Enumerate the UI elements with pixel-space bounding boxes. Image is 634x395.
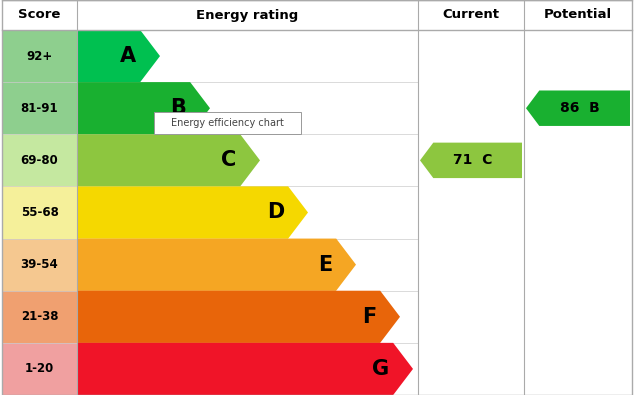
Polygon shape <box>77 82 210 134</box>
Text: Energy rating: Energy rating <box>197 9 299 21</box>
Text: 55-68: 55-68 <box>20 206 58 219</box>
Polygon shape <box>420 143 522 178</box>
Text: E: E <box>318 255 332 275</box>
Polygon shape <box>77 134 260 186</box>
Bar <box>77 343 393 395</box>
Bar <box>2 30 77 82</box>
Bar <box>2 0 632 30</box>
Polygon shape <box>77 186 308 239</box>
Bar <box>2 82 77 134</box>
Text: Score: Score <box>18 9 61 21</box>
Bar <box>77 291 380 343</box>
Bar <box>2 134 77 186</box>
Text: 69-80: 69-80 <box>21 154 58 167</box>
Bar <box>2 239 77 291</box>
Text: D: D <box>267 203 284 222</box>
Bar <box>2 291 77 343</box>
Text: B: B <box>171 98 186 118</box>
Text: G: G <box>372 359 389 379</box>
Bar <box>77 239 336 291</box>
Text: 86  B: 86 B <box>560 101 600 115</box>
Bar <box>77 30 140 82</box>
Polygon shape <box>77 30 160 82</box>
Text: 21-38: 21-38 <box>21 310 58 323</box>
Polygon shape <box>77 239 356 291</box>
Bar <box>77 82 190 134</box>
Text: F: F <box>362 307 376 327</box>
Text: A: A <box>120 46 136 66</box>
Polygon shape <box>77 291 400 343</box>
Text: 71  C: 71 C <box>453 153 493 167</box>
Text: C: C <box>221 150 236 170</box>
Bar <box>2 186 77 239</box>
Bar <box>2 343 77 395</box>
Polygon shape <box>77 343 413 395</box>
Bar <box>77 186 288 239</box>
Text: Energy efficiency chart: Energy efficiency chart <box>171 118 284 128</box>
Text: 39-54: 39-54 <box>21 258 58 271</box>
Text: Current: Current <box>443 9 500 21</box>
Text: 81-91: 81-91 <box>21 102 58 115</box>
FancyBboxPatch shape <box>154 112 301 134</box>
Text: 1-20: 1-20 <box>25 363 54 375</box>
Bar <box>77 134 240 186</box>
Text: 92+: 92+ <box>27 49 53 62</box>
Polygon shape <box>526 90 630 126</box>
Text: Potential: Potential <box>544 9 612 21</box>
